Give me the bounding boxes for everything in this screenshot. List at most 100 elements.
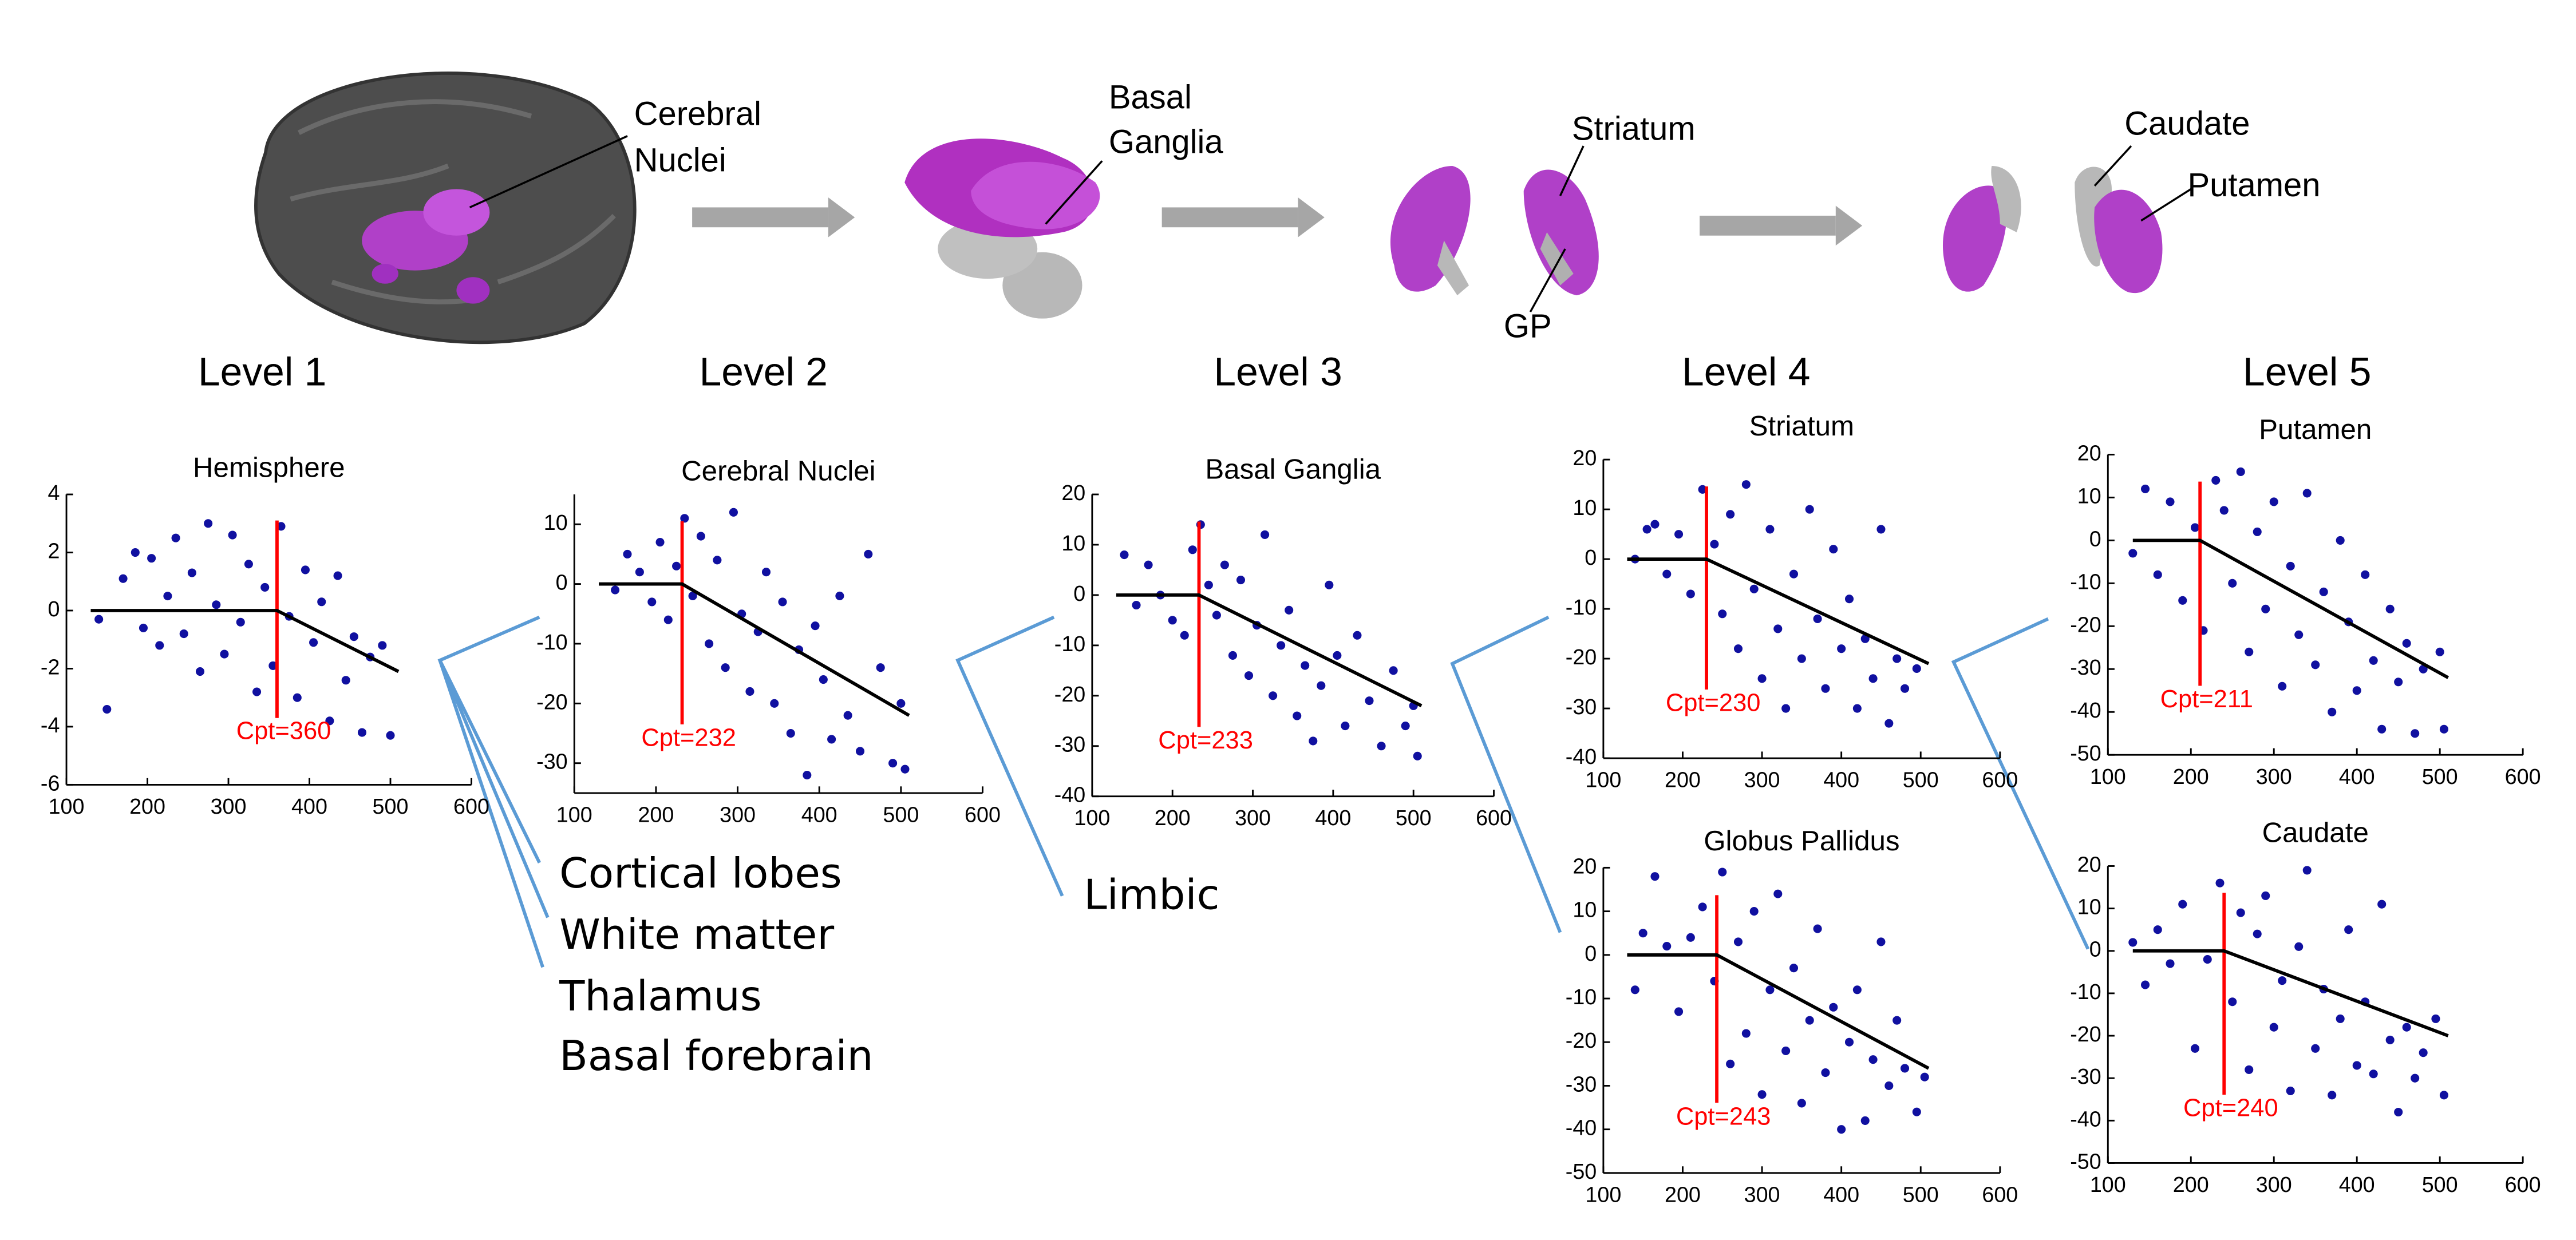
- anatomy-label: GP: [1504, 308, 1552, 344]
- x-tick-label: 400: [1315, 806, 1351, 830]
- point: [1718, 609, 1727, 619]
- x-tick-label: 300: [2256, 764, 2292, 789]
- point: [1188, 545, 1197, 554]
- x-tick-label: 200: [1155, 806, 1191, 830]
- point: [386, 731, 395, 740]
- y-tick-label: -50: [1566, 1159, 1597, 1183]
- level-label: Level 5: [2243, 350, 2371, 394]
- point: [1781, 1046, 1791, 1056]
- point: [1244, 671, 1254, 680]
- point: [155, 641, 164, 650]
- y-tick-label: 2: [48, 538, 60, 562]
- point: [2419, 1048, 2428, 1057]
- point: [1852, 985, 1862, 995]
- chart-title: Striatum: [1749, 410, 1854, 442]
- anatomy-label: Basal: [1109, 79, 1192, 116]
- brain-level1: [254, 72, 637, 344]
- point: [1277, 641, 1286, 650]
- y-tick-label: -30: [1566, 695, 1597, 719]
- fit-line: [1627, 557, 1930, 665]
- point: [1805, 1016, 1814, 1025]
- point: [827, 735, 836, 744]
- point: [655, 537, 665, 547]
- point: [1773, 889, 1783, 898]
- fit-line: [1627, 953, 1930, 1070]
- point: [276, 522, 286, 531]
- y-tick-label: -40: [1566, 744, 1597, 768]
- point: [325, 716, 334, 726]
- point: [1733, 937, 1743, 946]
- point: [2278, 976, 2287, 985]
- point: [705, 639, 714, 648]
- y-tick-label: -2: [41, 655, 60, 679]
- chart-title: Putamen: [2259, 414, 2372, 445]
- point: [2394, 678, 2403, 687]
- point: [819, 675, 828, 684]
- changepoint-label: Cpt=230: [1666, 690, 1761, 717]
- point: [856, 747, 865, 756]
- point: [2402, 1023, 2411, 1032]
- y-tick-label: 10: [544, 510, 568, 534]
- anatomy-label: Putamen: [2187, 167, 2320, 204]
- point: [1805, 505, 1814, 514]
- point: [2344, 925, 2353, 934]
- point: [2236, 908, 2245, 917]
- point: [713, 556, 722, 565]
- point: [212, 600, 221, 609]
- point: [2190, 1044, 2200, 1053]
- point: [2190, 523, 2200, 532]
- point: [1204, 580, 1213, 589]
- point: [2431, 1014, 2440, 1023]
- y-tick-label: 20: [1573, 854, 1597, 878]
- point: [2140, 484, 2150, 493]
- y-tick-label: 0: [1073, 581, 1085, 605]
- y-tick-label: -20: [536, 690, 567, 714]
- point: [2128, 938, 2138, 947]
- point: [139, 623, 148, 632]
- point: [163, 592, 172, 601]
- changepoint-label: Cpt=232: [641, 724, 736, 751]
- chart-title: Globus Pallidus: [1704, 825, 1899, 857]
- x-tick-label: 500: [1396, 806, 1432, 830]
- point: [1642, 525, 1652, 534]
- point: [1698, 902, 1707, 912]
- point: [1220, 560, 1229, 569]
- point: [187, 568, 196, 577]
- point: [721, 663, 730, 672]
- changepoint-label: Cpt=240: [2183, 1095, 2278, 1122]
- brain-level3: [1390, 165, 1599, 296]
- point: [1333, 651, 1342, 660]
- point: [349, 632, 358, 641]
- point: [252, 687, 262, 696]
- point: [2294, 630, 2304, 639]
- y-tick-label: 0: [556, 571, 568, 595]
- point: [94, 615, 104, 624]
- y-tick-label: -6: [41, 771, 60, 795]
- fit-line: [599, 582, 910, 717]
- point: [1829, 1003, 1838, 1012]
- x-tick-label: 300: [720, 802, 756, 826]
- point: [2245, 647, 2254, 656]
- point: [1650, 520, 1660, 529]
- chart-title: Basal Ganglia: [1205, 453, 1381, 485]
- point: [195, 667, 205, 676]
- point: [293, 693, 302, 702]
- point: [1365, 696, 1374, 706]
- x-tick-label: 600: [1982, 768, 2018, 792]
- point: [309, 638, 318, 647]
- point: [623, 549, 632, 558]
- point: [2402, 639, 2411, 648]
- point: [147, 554, 156, 563]
- point: [171, 533, 180, 542]
- point: [2261, 891, 2270, 900]
- point: [663, 615, 673, 624]
- point: [1293, 711, 1302, 720]
- x-tick-label: 100: [1585, 1182, 1621, 1206]
- y-tick-label: 20: [1573, 446, 1597, 470]
- point: [2261, 604, 2270, 613]
- point: [1309, 736, 1318, 746]
- point: [635, 568, 644, 577]
- y-tick-label: 10: [1061, 531, 1085, 555]
- point: [1912, 664, 1921, 673]
